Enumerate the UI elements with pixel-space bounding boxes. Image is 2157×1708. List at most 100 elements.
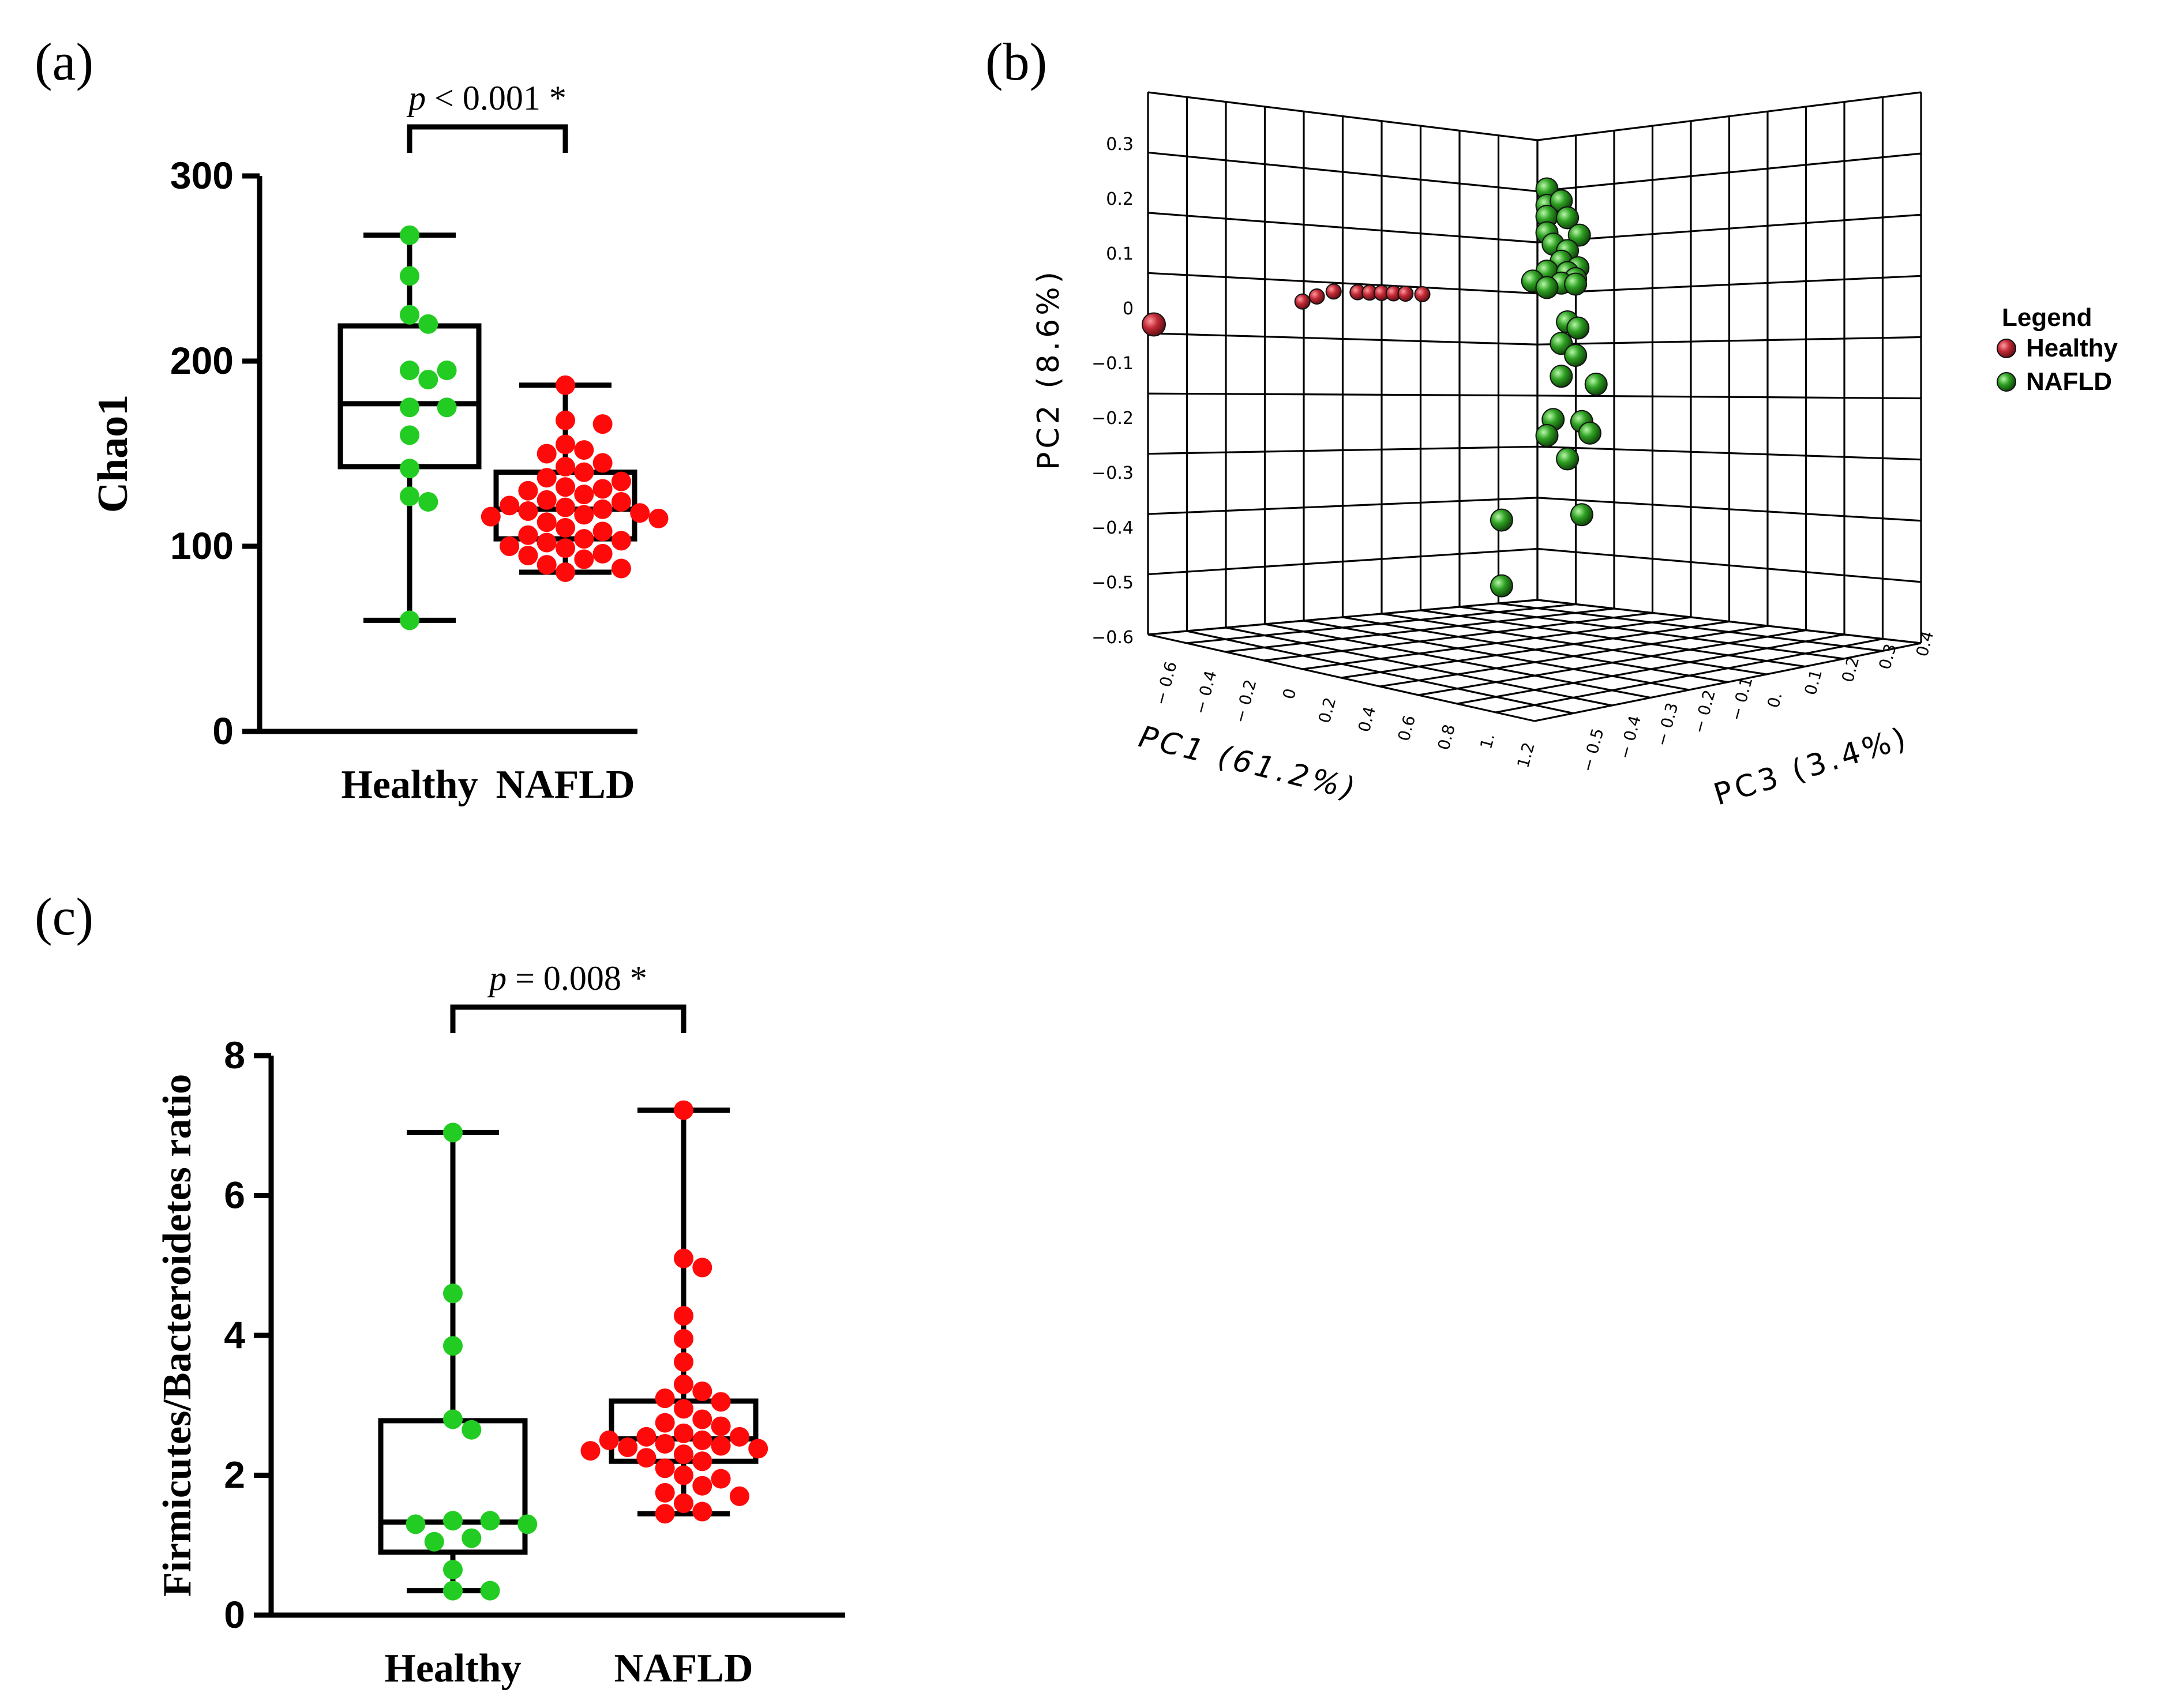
data-point xyxy=(443,1511,463,1531)
data-point xyxy=(556,538,575,558)
data-point xyxy=(692,1430,712,1450)
healthy-point xyxy=(1294,293,1311,310)
grid-floor-b xyxy=(1379,625,1768,688)
pc3-tick-label: 0.1 xyxy=(1801,667,1826,697)
data-point xyxy=(655,1388,675,1409)
significance-bracket xyxy=(450,1004,687,1033)
pc2-tick-label: 0 xyxy=(1123,299,1134,319)
data-point xyxy=(574,529,594,549)
data-point xyxy=(406,1514,426,1534)
data-point xyxy=(692,1409,712,1429)
pc1-tick-label: − 0.6 xyxy=(1151,659,1181,707)
nafld-point xyxy=(1566,316,1590,340)
nafld-point xyxy=(1490,574,1513,598)
pc2-tick-label: −0.2 xyxy=(1091,408,1134,429)
category-label: Healthy xyxy=(341,763,478,807)
data-point xyxy=(518,546,538,566)
pc1-tick-label: 0.8 xyxy=(1434,722,1459,752)
legend-marker xyxy=(1997,372,2016,392)
data-point xyxy=(537,444,557,464)
grid-left-horizontal xyxy=(1147,151,1538,193)
data-point xyxy=(729,1427,749,1447)
grid-right-horizontal xyxy=(1537,497,1922,522)
p-value-text: < 0.001 * xyxy=(426,79,567,117)
legend-title: Legend xyxy=(2002,303,2092,332)
pc3-tick-label: 0.3 xyxy=(1875,641,1900,671)
grid-floor-b xyxy=(1225,607,1615,653)
data-point xyxy=(518,525,538,545)
pc3-tick-label: − 0.5 xyxy=(1578,726,1608,774)
data-point xyxy=(556,434,575,455)
grid-left-horizontal xyxy=(1147,91,1538,141)
data-point xyxy=(556,456,575,476)
data-point xyxy=(481,506,501,527)
data-point xyxy=(418,370,438,390)
pc2-tick-label: 0.2 xyxy=(1106,189,1134,209)
grid-floor-b xyxy=(1534,642,1922,722)
data-point xyxy=(611,471,631,491)
pc2-axis-title: PC2 (8.6%) xyxy=(1031,268,1066,470)
p-symbol: p xyxy=(487,959,507,997)
data-point xyxy=(480,1511,500,1531)
data-point xyxy=(729,1486,749,1506)
pc3-tick-label: − 0.2 xyxy=(1689,688,1719,735)
y-tick-label: 6 xyxy=(224,1174,245,1217)
category-label: Healthy xyxy=(384,1646,521,1691)
data-point xyxy=(592,414,613,434)
data-point xyxy=(592,499,613,519)
data-point xyxy=(748,1439,768,1459)
p-value-annotation: p = 0.008 * xyxy=(487,959,647,997)
data-point xyxy=(648,508,669,528)
data-point xyxy=(400,459,419,479)
pc1-tick-label: − 0.4 xyxy=(1191,669,1221,716)
data-point xyxy=(580,1441,601,1461)
data-point xyxy=(592,521,613,542)
data-point xyxy=(618,1437,638,1457)
data-point xyxy=(518,501,538,521)
panel-label-a: (a) xyxy=(35,32,93,91)
grid-right-horizontal xyxy=(1537,547,1922,583)
grid-right-horizontal xyxy=(1537,91,1922,141)
data-point xyxy=(556,517,575,538)
box-iqr xyxy=(378,1418,528,1555)
data-point xyxy=(674,1100,693,1120)
data-point xyxy=(400,610,419,630)
pc1-tick-label: 1. xyxy=(1476,731,1499,751)
data-point xyxy=(655,1433,675,1454)
y-tick-label: 0 xyxy=(224,1593,245,1636)
data-point xyxy=(692,1476,712,1496)
pc2-tick-label: −0.5 xyxy=(1091,573,1134,593)
pc2-tick-label: −0.1 xyxy=(1091,354,1134,374)
nafld-point xyxy=(1584,372,1608,396)
data-point xyxy=(556,477,575,497)
grid-floor-b xyxy=(1457,633,1845,705)
pc2-tick-label: 0.3 xyxy=(1106,134,1134,155)
data-point xyxy=(711,1392,731,1412)
data-point xyxy=(692,1382,712,1401)
nafld-point xyxy=(1556,206,1580,230)
grid-right-horizontal xyxy=(1537,275,1922,295)
category-label: NAFLD xyxy=(614,1646,753,1691)
data-point xyxy=(674,1465,693,1485)
data-point xyxy=(556,375,575,395)
significance-bracket xyxy=(407,124,568,153)
y-axis-label: Firmicutes/Bacteroidetes ratio xyxy=(155,1074,200,1597)
y-tick-label: 0 xyxy=(212,710,234,752)
y-tick-label: 8 xyxy=(224,1034,245,1076)
data-point xyxy=(674,1329,693,1349)
data-point xyxy=(692,1257,712,1278)
data-point xyxy=(636,1448,657,1468)
data-point xyxy=(655,1482,675,1503)
data-point xyxy=(630,503,650,523)
y-tick-label: 300 xyxy=(170,154,234,197)
data-point xyxy=(556,410,575,430)
pc3-tick-label: − 0.3 xyxy=(1652,701,1682,749)
pc1-tick-label: 0.2 xyxy=(1315,695,1340,725)
data-point xyxy=(574,462,594,482)
data-point xyxy=(611,531,631,551)
y-tick-label: 2 xyxy=(224,1454,245,1496)
pc1-tick-label: 1.2 xyxy=(1513,740,1538,770)
data-point xyxy=(674,1248,693,1268)
grid-right-horizontal xyxy=(1537,336,1922,346)
data-point xyxy=(462,1528,482,1548)
